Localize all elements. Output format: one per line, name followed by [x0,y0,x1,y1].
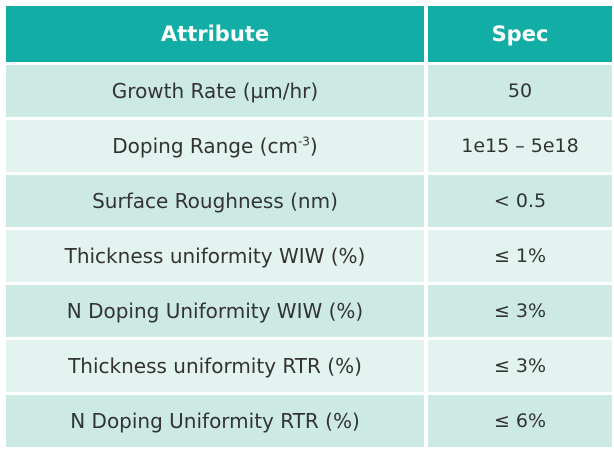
attribute-cell: Doping Range (cm-3) [6,120,424,172]
table-row: Surface Roughness (nm) < 0.5 [6,175,612,227]
spec-cell: 1e15 – 5e18 [428,120,612,172]
attribute-cell: Surface Roughness (nm) [6,175,424,227]
spec-table: Attribute Spec Growth Rate (µm/hr) 50 Do… [2,3,614,450]
spec-cell: < 0.5 [428,175,612,227]
table-row: N Doping Uniformity RTR (%) ≤ 6% [6,395,612,447]
table-row: N Doping Uniformity WIW (%) ≤ 3% [6,285,612,337]
spec-cell: ≤ 3% [428,340,612,392]
table-row: Growth Rate (µm/hr) 50 [6,65,612,117]
attribute-cell: N Doping Uniformity WIW (%) [6,285,424,337]
table-row: Thickness uniformity WIW (%) ≤ 1% [6,230,612,282]
superscript-exponent: -3 [297,134,310,149]
attribute-cell: N Doping Uniformity RTR (%) [6,395,424,447]
table-row: Thickness uniformity RTR (%) ≤ 3% [6,340,612,392]
header-attribute: Attribute [6,6,424,62]
attribute-cell: Growth Rate (µm/hr) [6,65,424,117]
header-spec: Spec [428,6,612,62]
spec-cell: ≤ 6% [428,395,612,447]
attribute-cell: Thickness uniformity RTR (%) [6,340,424,392]
attribute-text-suffix: ) [309,134,318,158]
attribute-text: Doping Range (cm [112,134,298,158]
attribute-cell: Thickness uniformity WIW (%) [6,230,424,282]
header-row: Attribute Spec [6,6,612,62]
spec-cell: ≤ 3% [428,285,612,337]
table-row: Doping Range (cm-3) 1e15 – 5e18 [6,120,612,172]
spec-cell: ≤ 1% [428,230,612,282]
spec-cell: 50 [428,65,612,117]
